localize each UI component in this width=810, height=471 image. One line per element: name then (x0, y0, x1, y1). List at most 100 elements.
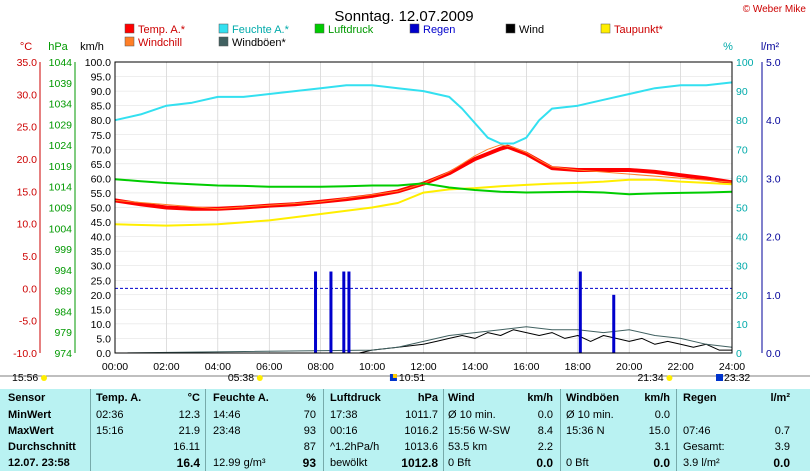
time-left: 15:56 (12, 372, 38, 384)
table-cell-r3-c4: 87 (303, 441, 316, 453)
moonset-moon-icon (716, 374, 724, 381)
tick-x-8: 16:00 (513, 361, 539, 373)
moonrise-label-text: 10:51 (399, 372, 425, 384)
tick-x-3: 06:00 (256, 361, 282, 373)
rain-bar-2 (342, 271, 346, 353)
tick-kmh-15: 25.0 (91, 275, 112, 287)
legend-label-4: Wind (519, 24, 544, 36)
legend-label-6: Windchill (138, 37, 182, 49)
table-cell-r3-c11: Gesamt: (683, 441, 725, 453)
legend-swatch-6 (124, 36, 135, 47)
tick-kmh-14: 30.0 (91, 261, 112, 273)
tick-hpa-7: 1009 (49, 203, 73, 215)
tick-hpa-4: 1024 (49, 140, 73, 152)
table-cell-r1-c6: 1011.7 (405, 409, 438, 421)
table-cell-r4-c0: 12.07. 23:58 (8, 457, 70, 469)
table-cell-r1-c8: 0.0 (537, 409, 553, 421)
tick-hpa-8: 1004 (49, 223, 73, 235)
table-cell-r0-c8: km/h (527, 392, 553, 404)
tick-rain-2: 3.0 (766, 173, 781, 185)
table-cell-r4-c4: 93 (302, 456, 316, 470)
axis-unit-percent: % (723, 41, 733, 53)
rain-bar-4 (578, 271, 582, 353)
sun-icon-left (41, 375, 47, 381)
tick-kmh-17: 15.0 (91, 304, 112, 316)
table-cell-r0-c11: Regen (683, 392, 717, 404)
sunset-sun-icon (666, 375, 673, 381)
table-cell-r4-c3: 12.99 g/m³ (213, 457, 266, 469)
sunset-label: 21:34 (637, 372, 663, 384)
series-line-1 (114, 144, 733, 210)
legend-swatch-2 (314, 23, 325, 34)
tick-percent-0: 100 (736, 57, 754, 69)
moonrise-moon-mark (392, 374, 397, 378)
tick-x-1: 02:00 (153, 361, 179, 373)
legend-swatch-7 (218, 36, 229, 47)
table-cell-r3-c12: 3.9 (774, 441, 790, 453)
tick-kmh-5: 75.0 (91, 130, 112, 142)
legend-swatch-1 (218, 23, 229, 34)
daylight-markers: 15:56 05:38 10:51 21:34 23:32 (0, 372, 810, 384)
table-cell-r0-c0: Sensor (8, 392, 46, 404)
table-cell-r3-c6: 1013.6 (404, 441, 438, 453)
table-cell-r2-c5: 00:16 (330, 425, 358, 437)
tick-hpa-0: 1044 (49, 57, 73, 69)
tick-celsius-0: 35.0 (17, 57, 38, 69)
table-cell-r1-c3: 14:46 (213, 409, 241, 421)
axis-labels: °C hPa km/h% l/m² 35.0 30.0 25.0 20.0 15.0 10.0 5.… (13, 41, 781, 373)
tick-hpa-3: 1029 (49, 119, 73, 131)
legend-label-7: Windböen* (232, 37, 287, 49)
tick-kmh-3: 85.0 (91, 101, 112, 113)
tick-rain-4: 1.0 (766, 290, 781, 302)
table-cell-r1-c1: 02:36 (96, 409, 124, 421)
tick-celsius-9: -10.0 (13, 348, 37, 360)
table-cell-r4-c9: 0 Bft (566, 457, 589, 469)
table-cell-r0-c2: °C (187, 392, 200, 404)
weather-chart: Sonntag. 12.07.2009 © Weber Mike Temp. A… (0, 4, 810, 384)
tick-kmh-10: 50.0 (91, 203, 112, 215)
tick-kmh-0: 100.0 (85, 57, 111, 69)
table-cell-r4-c7: 0 Bft (448, 457, 471, 469)
table-cell-r2-c11: 07:46 (683, 425, 711, 437)
axis-unit-hpa: hPa (48, 41, 68, 53)
tick-hpa-14: 974 (54, 348, 72, 360)
tick-percent-3: 70 (736, 144, 748, 156)
tick-kmh-13: 35.0 (91, 246, 112, 258)
tick-hpa-1: 1039 (49, 78, 73, 90)
series-line-2 (114, 178, 733, 227)
tick-rain-1: 4.0 (766, 115, 781, 127)
legend-label-3: Regen (423, 24, 455, 36)
legend-swatch-3 (409, 23, 420, 34)
legend-label-0: Temp. A.* (138, 24, 186, 36)
table-cell-r1-c4: 70 (303, 409, 316, 421)
tick-rain-0: 5.0 (766, 57, 781, 69)
axis-unit-rain: l/m² (761, 41, 780, 53)
table-cell-r2-c12: 0.7 (774, 425, 790, 437)
table-cell-r2-c4: 93 (303, 425, 316, 437)
table-cell-r2-c6: 1016.2 (404, 425, 438, 437)
table-cell-r0-c10: km/h (644, 392, 670, 404)
tick-hpa-11: 989 (54, 286, 72, 298)
table-cell-r3-c5: ^1.2hPa/h (330, 441, 380, 453)
series-layer (114, 81, 733, 354)
tick-celsius-2: 25.0 (17, 122, 38, 134)
table-cell-r4-c11: 3.9 l/m² (683, 457, 720, 469)
table-divider-5 (676, 389, 677, 471)
table-divider-1 (205, 389, 206, 471)
tick-rain-5: 0.0 (766, 348, 781, 360)
table-cell-r2-c10: 15.0 (648, 425, 670, 437)
table-cell-r0-c6: hPa (417, 392, 438, 404)
legend-swatch-5 (600, 23, 611, 34)
tick-kmh-9: 55.0 (91, 188, 112, 200)
table-cell-r2-c9: 15:36 N (566, 425, 605, 437)
tick-x-0: 00:00 (102, 361, 128, 373)
legend-swatch-0 (124, 23, 135, 34)
stats-table (0, 389, 810, 471)
table-cell-r0-c12: l/m² (770, 392, 790, 404)
tick-x-7: 14:00 (462, 361, 488, 373)
tick-kmh-2: 90.0 (91, 86, 112, 98)
axis-unit-celsius: °C (20, 41, 32, 53)
table-cell-r3-c0: Durchschnitt (8, 441, 76, 453)
tick-x-4: 08:00 (308, 361, 334, 373)
tick-kmh-19: 5.0 (96, 333, 111, 345)
